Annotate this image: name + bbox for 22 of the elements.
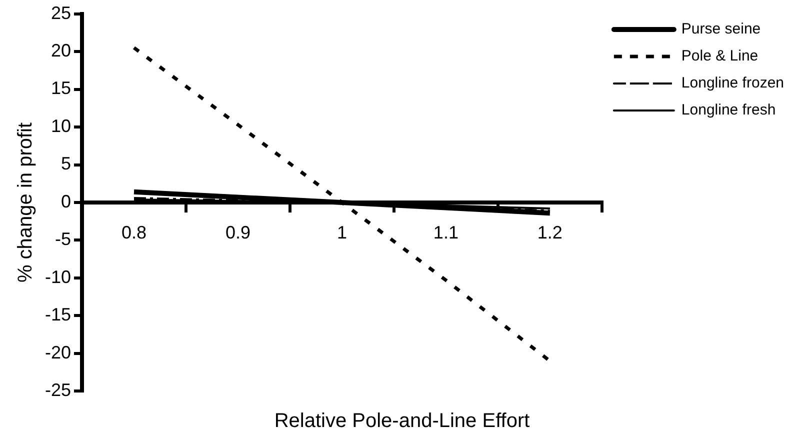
y-tick-label: -10: [45, 266, 72, 287]
legend-label: Pole & Line: [681, 48, 758, 65]
legend-label: Longline frozen: [681, 74, 784, 92]
y-tick-label: 15: [50, 78, 72, 98]
legend-label: Purse seine: [681, 20, 761, 38]
x-tick-label: 0.9: [225, 222, 251, 242]
x-axis-title: Relative Pole-and-Line Effort: [273, 410, 531, 433]
x-tick-label: 0.8: [121, 222, 147, 242]
y-tick-label: 5: [61, 154, 72, 174]
x-tick-label: 1.1: [433, 222, 458, 242]
y-tick-label: -25: [45, 380, 72, 400]
y-tick-label: -5: [55, 229, 72, 250]
y-tick-label: 10: [50, 116, 72, 136]
y-tick-label: 25: [50, 2, 72, 23]
y-tick-label: 0: [61, 191, 72, 212]
y-tick-label: -20: [45, 342, 72, 362]
y-tick-label: -15: [45, 304, 72, 325]
legend-label: Longline fresh: [681, 102, 776, 119]
x-tick-label: 1.2: [537, 222, 562, 242]
y-tick-label: 20: [50, 40, 72, 61]
y-axis-title: % change in profit: [14, 122, 37, 283]
x-tick-label: 1: [336, 222, 347, 242]
